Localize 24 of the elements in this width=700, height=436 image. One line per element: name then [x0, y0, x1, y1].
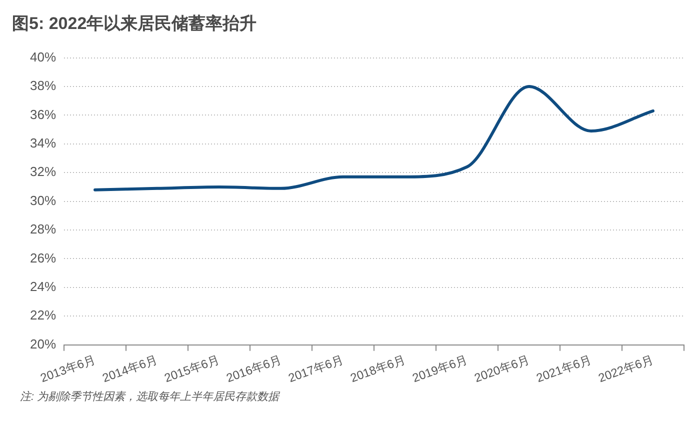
y-tick-label: 38%: [30, 78, 56, 94]
y-tick-label: 40%: [30, 49, 56, 64]
x-tick-label: 2016年6月: [224, 352, 284, 386]
y-tick-label: 28%: [30, 222, 56, 237]
y-tick-label: 20%: [30, 336, 56, 352]
x-tick-label: 2013年6月: [38, 352, 98, 386]
line-series: [94, 85, 654, 192]
y-tick-label: 30%: [30, 192, 56, 208]
y-tick-label: 34%: [30, 135, 56, 150]
x-tick-label: 2015年6月: [162, 352, 222, 386]
y-tick-label: 24%: [30, 279, 56, 294]
y-tick-label: 36%: [30, 106, 56, 122]
x-tick-label: 2021年6月: [534, 352, 594, 386]
y-tick-label: 26%: [30, 250, 56, 266]
text: 注: 为剔除季节性因素，选取每年上半年居民存款数据: [20, 390, 280, 405]
x-tick-label: 2022年6月: [596, 352, 656, 386]
x-tick-label: 2014年6月: [100, 352, 160, 386]
chart-title: 图5: 2022年以来居民储蓄率抬升: [12, 13, 257, 35]
y-tick-label: 32%: [30, 164, 56, 180]
x-tick-label: 2018年6月: [348, 352, 408, 386]
y-tick-label: 22%: [30, 308, 56, 323]
x-tick-label: 2017年6月: [286, 352, 346, 386]
x-tick-label: 2020年6月: [472, 352, 532, 386]
x-tick-label: 2019年6月: [410, 352, 470, 386]
